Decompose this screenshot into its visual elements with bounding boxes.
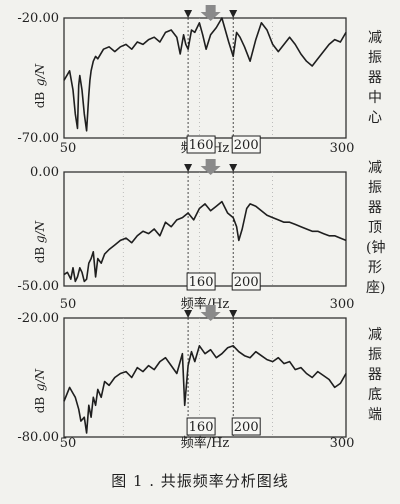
side-label-chart-2: 减振器顶(钟形座) <box>366 160 386 296</box>
side-label-chart-1: 减振器中心 <box>368 30 382 126</box>
y-axis-unit-db: dB <box>33 247 47 264</box>
marker-value-label: 160 <box>189 420 214 435</box>
marker-value-box <box>231 272 261 291</box>
y-axis-unit-db: dB <box>33 397 47 414</box>
y-bottom-tick-label: -80.00 <box>17 430 59 445</box>
series-line <box>63 200 347 283</box>
marker-value-box <box>186 272 216 291</box>
plot-frame <box>63 317 347 438</box>
x-right-tick-label: 300 <box>330 436 355 451</box>
y-axis-unit: g/N <box>33 368 47 391</box>
resonance-arrow-icon <box>200 305 221 321</box>
marker-value-label: 200 <box>234 138 259 153</box>
marker-value-label: 160 <box>189 275 214 290</box>
x-axis-label: 频率/Hz <box>181 435 230 451</box>
marker-triangle <box>184 10 193 18</box>
series-line <box>63 344 347 434</box>
y-bottom-tick-label: -70.00 <box>17 131 59 146</box>
y-top-tick-label: -20.00 <box>17 311 59 326</box>
x-left-tick-label: 50 <box>60 297 77 312</box>
plot-frame <box>63 17 347 139</box>
x-left-tick-label: 50 <box>60 436 77 451</box>
marker-value-label: 200 <box>234 420 259 435</box>
side-label-chart-3: 减振器底端 <box>368 327 382 423</box>
y-axis-unit-db: dB <box>33 92 47 109</box>
marker-triangle <box>184 310 193 318</box>
marker-triangle <box>184 164 193 172</box>
marker-value-box <box>231 135 261 154</box>
figure-caption: 图 1 . 共振频率分析图线 <box>111 472 289 490</box>
resonance-arrow-icon <box>200 159 221 175</box>
marker-triangle <box>229 164 238 172</box>
x-right-tick-label: 300 <box>330 297 355 312</box>
marker-value-box <box>231 417 261 436</box>
marker-value-box <box>186 135 216 154</box>
resonance-arrow-icon <box>200 5 221 21</box>
x-left-tick-label: 50 <box>60 141 77 156</box>
marker-value-label: 200 <box>234 275 259 290</box>
series-line <box>63 17 347 132</box>
y-top-tick-label: 0.00 <box>30 165 59 180</box>
y-axis-unit: g/N <box>33 220 47 243</box>
plot-frame <box>63 171 347 287</box>
marker-value-box <box>186 417 216 436</box>
y-top-tick-label: -20.00 <box>17 11 59 26</box>
marker-value-label: 160 <box>189 138 214 153</box>
marker-triangle <box>229 310 238 318</box>
x-right-tick-label: 300 <box>330 141 355 156</box>
x-axis-label: 频率/Hz <box>181 296 230 312</box>
y-bottom-tick-label: -50.00 <box>17 279 59 294</box>
y-axis-unit: g/N <box>33 63 47 86</box>
marker-triangle <box>229 10 238 18</box>
